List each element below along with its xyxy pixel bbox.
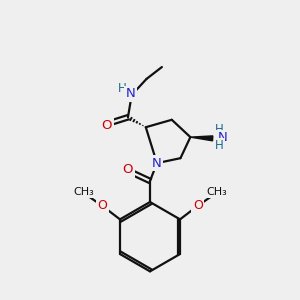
Text: H: H (215, 139, 224, 152)
Text: CH₃: CH₃ (73, 187, 94, 197)
Text: methoxy: methoxy (83, 194, 89, 195)
Text: O: O (97, 199, 107, 212)
Text: N: N (152, 157, 162, 169)
Text: H: H (118, 82, 127, 95)
Text: O: O (193, 199, 203, 212)
Text: O: O (102, 119, 112, 132)
Text: O: O (122, 163, 133, 176)
Text: CH₃: CH₃ (206, 187, 227, 197)
Text: methoxy: methoxy (85, 192, 91, 193)
Polygon shape (190, 136, 213, 141)
Text: H: H (215, 123, 224, 136)
Text: N: N (126, 87, 135, 100)
Text: N: N (218, 131, 227, 144)
